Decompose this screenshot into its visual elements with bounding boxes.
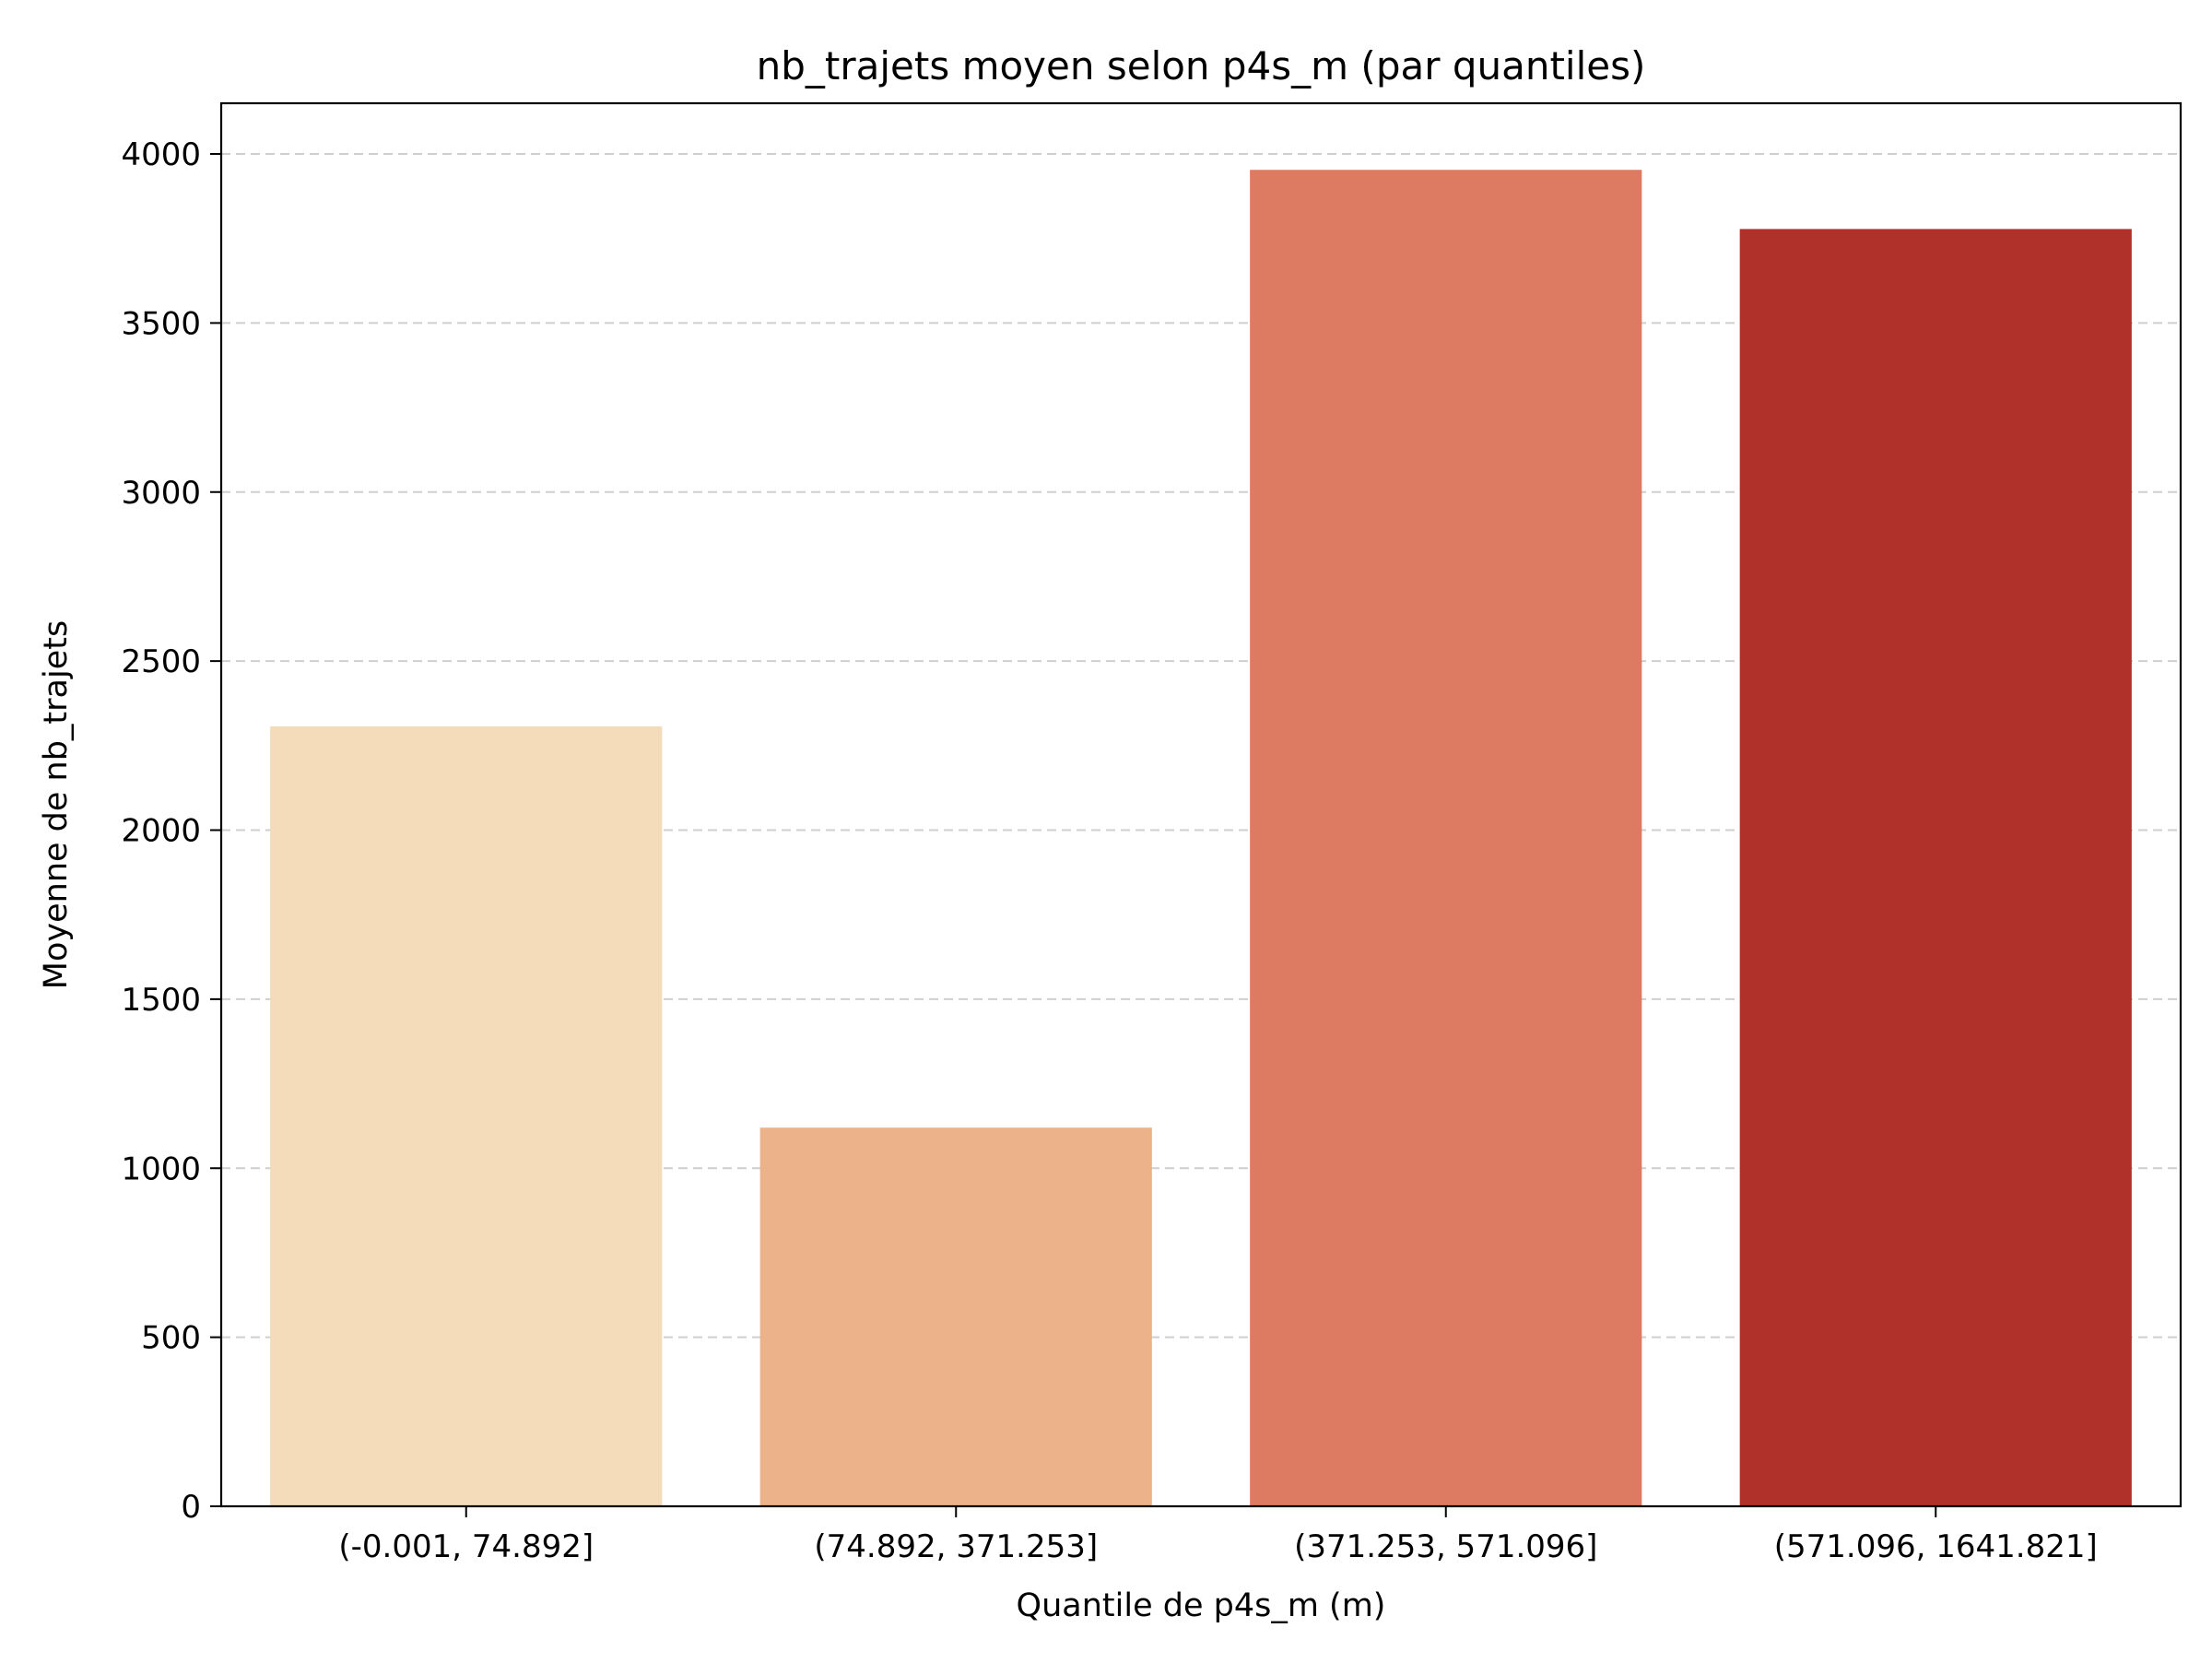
x-tick-label: (571.096, 1641.821] (1774, 1528, 2098, 1565)
bar (270, 725, 663, 1506)
y-tick-label: 2500 (121, 643, 201, 680)
y-tick-label: 3500 (121, 305, 201, 342)
x-tick-label: (-0.001, 74.892] (338, 1528, 594, 1565)
y-tick-label: 0 (181, 1489, 201, 1526)
plot-frame (219, 101, 2183, 1508)
x-tick-label: (371.253, 571.096] (1294, 1528, 1597, 1565)
bar (759, 1127, 1152, 1506)
y-axis: 0 500 1000 1500 2000 2500 3000 3500 4000 (121, 136, 221, 1526)
y-tick-label: 3000 (121, 475, 201, 512)
y-tick-label: 2000 (121, 813, 201, 850)
chart-title: nb_trajets moyen selon p4s_m (par quanti… (757, 43, 1646, 88)
y-tick-label: 1000 (121, 1150, 201, 1187)
x-axis: (-0.001, 74.892] (74.892, 371.253] (371.25… (338, 1506, 2098, 1565)
bar (1739, 229, 2132, 1506)
y-tick-label: 500 (141, 1320, 201, 1357)
bar (1250, 170, 1642, 1507)
x-axis-label: Quantile de p4s_m (m) (1017, 1587, 1386, 1624)
x-tick-label: (74.892, 371.253] (814, 1528, 1098, 1565)
y-tick-label: 1500 (121, 982, 201, 1019)
y-tick-label: 4000 (121, 136, 201, 173)
y-axis-label: Moyenne de nb_trajets (38, 620, 75, 989)
bars-layer (270, 170, 2132, 1507)
